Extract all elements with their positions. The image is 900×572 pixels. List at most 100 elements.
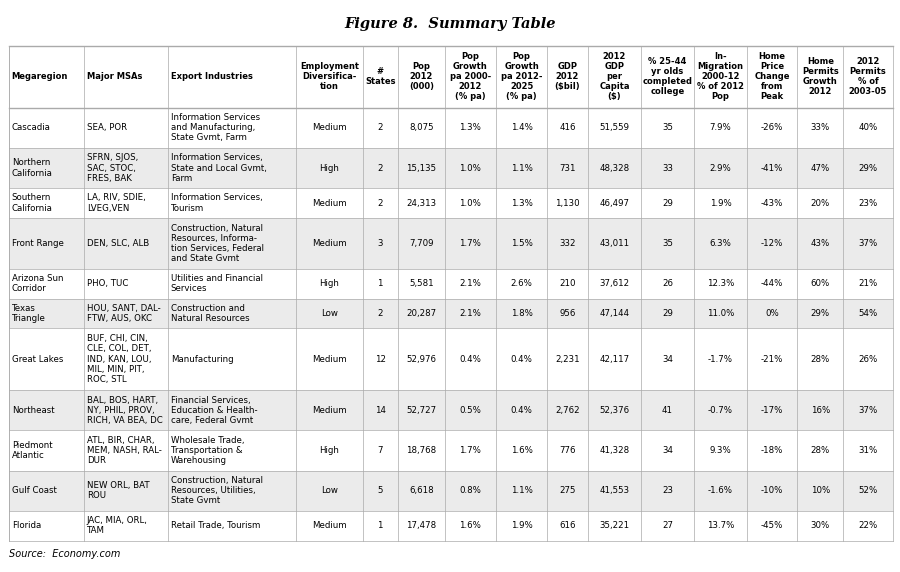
- Text: 52,376: 52,376: [599, 406, 629, 415]
- Text: 1.7%: 1.7%: [459, 239, 482, 248]
- Text: 21%: 21%: [859, 279, 877, 288]
- Text: 52%: 52%: [859, 486, 877, 495]
- Text: 2,762: 2,762: [555, 406, 580, 415]
- Text: Export Industries: Export Industries: [171, 72, 253, 81]
- Text: -12%: -12%: [761, 239, 783, 248]
- Text: 20%: 20%: [811, 198, 830, 208]
- Text: 332: 332: [559, 239, 576, 248]
- Text: 26%: 26%: [859, 355, 877, 364]
- Text: Wholesale Trade,
Transportation &
Warehousing: Wholesale Trade, Transportation & Wareho…: [171, 436, 244, 465]
- Text: 2: 2: [377, 164, 382, 173]
- Text: Major MSAs: Major MSAs: [86, 72, 142, 81]
- Text: 1.1%: 1.1%: [510, 164, 533, 173]
- Text: 5,581: 5,581: [409, 279, 434, 288]
- Text: 14: 14: [374, 406, 386, 415]
- Text: Construction, Natural
Resources, Utilities,
State Gvmt: Construction, Natural Resources, Utiliti…: [171, 476, 263, 505]
- Text: 29%: 29%: [811, 309, 830, 318]
- Text: Medium: Medium: [312, 239, 346, 248]
- Bar: [9, 328, 893, 390]
- Text: Texas
Triangle: Texas Triangle: [12, 304, 46, 323]
- Text: 35,221: 35,221: [599, 521, 629, 530]
- Text: 22%: 22%: [859, 521, 877, 530]
- Text: 2: 2: [377, 198, 382, 208]
- Text: 616: 616: [559, 521, 576, 530]
- Text: Home
Price
Change
from
Peak: Home Price Change from Peak: [754, 52, 790, 101]
- Text: % 25-44
yr olds
completed
college: % 25-44 yr olds completed college: [643, 57, 692, 96]
- Text: 60%: 60%: [811, 279, 830, 288]
- Text: 27: 27: [662, 521, 673, 530]
- Text: Megaregion: Megaregion: [12, 72, 68, 81]
- Text: 0.4%: 0.4%: [459, 355, 482, 364]
- Text: 34: 34: [662, 355, 673, 364]
- Text: Low: Low: [321, 309, 338, 318]
- Text: 18,768: 18,768: [406, 446, 436, 455]
- Text: 41: 41: [662, 406, 673, 415]
- Text: 5: 5: [377, 486, 382, 495]
- Text: Gulf Coast: Gulf Coast: [12, 486, 57, 495]
- Text: -43%: -43%: [761, 198, 783, 208]
- Text: 46,497: 46,497: [599, 198, 629, 208]
- Text: 37%: 37%: [859, 239, 877, 248]
- Text: Medium: Medium: [312, 521, 346, 530]
- Text: 12: 12: [374, 355, 386, 364]
- Text: 1.6%: 1.6%: [459, 521, 482, 530]
- Text: DEN, SLC, ALB: DEN, SLC, ALB: [86, 239, 149, 248]
- Text: 2012
GDP
per
Capita
($): 2012 GDP per Capita ($): [599, 52, 630, 101]
- Text: Information Services,
State and Local Gvmt,
Farm: Information Services, State and Local Gv…: [171, 153, 266, 182]
- Text: Southern
California: Southern California: [12, 193, 52, 213]
- Text: 2: 2: [377, 309, 382, 318]
- Text: 2: 2: [377, 123, 382, 132]
- Text: Northeast: Northeast: [12, 406, 54, 415]
- Bar: [9, 46, 893, 108]
- Text: Low: Low: [321, 486, 338, 495]
- Text: Northern
California: Northern California: [12, 158, 52, 177]
- Text: 0%: 0%: [765, 309, 779, 318]
- Text: 47,144: 47,144: [599, 309, 629, 318]
- Text: Front Range: Front Range: [12, 239, 64, 248]
- Text: 776: 776: [559, 446, 576, 455]
- Text: 33%: 33%: [811, 123, 830, 132]
- Text: 1.6%: 1.6%: [510, 446, 533, 455]
- Text: JAC, MIA, ORL,
TAM: JAC, MIA, ORL, TAM: [86, 516, 148, 535]
- Text: 6.3%: 6.3%: [709, 239, 732, 248]
- Text: 210: 210: [559, 279, 576, 288]
- Text: Florida: Florida: [12, 521, 41, 530]
- Text: 7: 7: [377, 446, 382, 455]
- Text: Pop
Growth
pa 2000-
2012
(% pa): Pop Growth pa 2000- 2012 (% pa): [450, 52, 491, 101]
- Text: Figure 8.  Summary Table: Figure 8. Summary Table: [344, 17, 556, 31]
- Text: 1.3%: 1.3%: [459, 123, 482, 132]
- Text: ATL, BIR, CHAR,
MEM, NASH, RAL-
DUR: ATL, BIR, CHAR, MEM, NASH, RAL- DUR: [86, 436, 162, 465]
- Text: -45%: -45%: [761, 521, 783, 530]
- Text: 2.1%: 2.1%: [459, 309, 482, 318]
- Text: 23%: 23%: [859, 198, 877, 208]
- Text: -41%: -41%: [761, 164, 783, 173]
- Text: Pop
2012
(000): Pop 2012 (000): [409, 62, 434, 91]
- Text: 43,011: 43,011: [599, 239, 629, 248]
- Text: NEW ORL, BAT
ROU: NEW ORL, BAT ROU: [86, 481, 149, 500]
- Text: 37,612: 37,612: [599, 279, 629, 288]
- Text: 17,478: 17,478: [406, 521, 436, 530]
- Text: 43%: 43%: [811, 239, 830, 248]
- Bar: [9, 148, 893, 188]
- Text: #
States: # States: [364, 67, 395, 86]
- Text: 12.3%: 12.3%: [706, 279, 734, 288]
- Text: Medium: Medium: [312, 198, 346, 208]
- Text: SFRN, SJOS,
SAC, STOC,
FRES, BAK: SFRN, SJOS, SAC, STOC, FRES, BAK: [86, 153, 138, 182]
- Text: 1.1%: 1.1%: [510, 486, 533, 495]
- Text: -1.7%: -1.7%: [708, 355, 733, 364]
- Text: 31%: 31%: [859, 446, 877, 455]
- Text: 41,553: 41,553: [599, 486, 629, 495]
- Text: High: High: [320, 164, 339, 173]
- Bar: [9, 218, 893, 269]
- Text: 52,976: 52,976: [406, 355, 436, 364]
- Text: 23: 23: [662, 486, 673, 495]
- Text: 275: 275: [559, 486, 576, 495]
- Text: Cascadia: Cascadia: [12, 123, 50, 132]
- Text: 0.4%: 0.4%: [510, 406, 533, 415]
- Text: 1: 1: [377, 521, 382, 530]
- Text: 29: 29: [662, 309, 673, 318]
- Text: -18%: -18%: [761, 446, 783, 455]
- Text: Medium: Medium: [312, 355, 346, 364]
- Text: Medium: Medium: [312, 406, 346, 415]
- Text: SEA, POR: SEA, POR: [86, 123, 127, 132]
